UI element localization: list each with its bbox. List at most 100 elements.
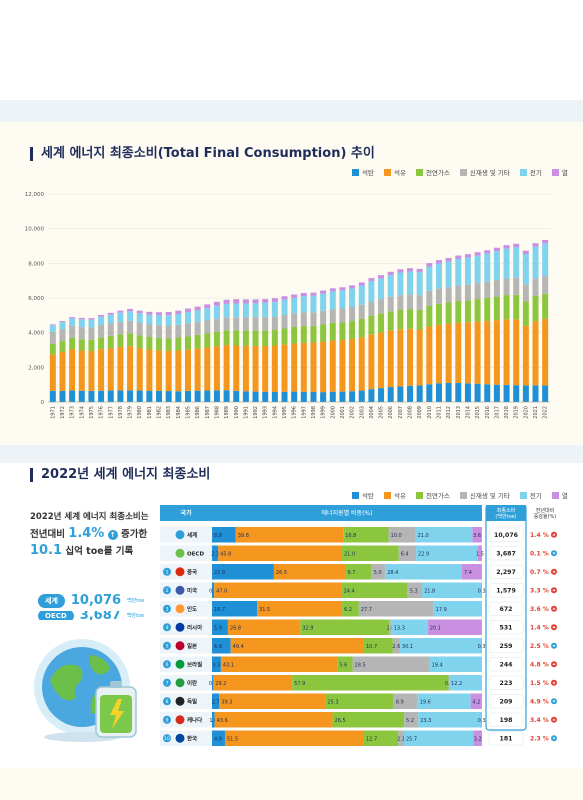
change-value: 0.1 % bbox=[530, 550, 549, 557]
share-label: 32.9 bbox=[302, 625, 313, 631]
share-segment bbox=[212, 656, 221, 672]
bar-segment bbox=[455, 255, 462, 259]
bar-segment bbox=[78, 319, 85, 327]
country-cell bbox=[160, 545, 212, 561]
total-cell bbox=[488, 583, 524, 598]
bar-segment bbox=[349, 307, 356, 322]
bar-segment bbox=[378, 275, 385, 279]
bar-segment bbox=[397, 295, 404, 310]
bar-segment bbox=[310, 342, 317, 392]
share-label: 45.8 bbox=[220, 551, 231, 557]
bar-segment bbox=[194, 306, 201, 311]
total-value: 181 bbox=[500, 735, 513, 742]
bar-segment bbox=[493, 384, 500, 402]
bar-segment bbox=[493, 251, 500, 281]
bar-segment bbox=[59, 351, 66, 391]
bar-segment bbox=[98, 390, 105, 402]
bar-segment bbox=[69, 318, 76, 326]
section-separator bbox=[0, 445, 583, 463]
x-tick-label: 1995 bbox=[282, 406, 288, 419]
x-tick-label: 2008 bbox=[408, 406, 414, 419]
bar-segment bbox=[349, 321, 356, 339]
bar-segment bbox=[300, 312, 307, 327]
share-segment bbox=[481, 638, 482, 654]
share-label: 21.0 bbox=[344, 551, 355, 557]
bar-segment bbox=[542, 293, 549, 319]
bar-segment bbox=[397, 272, 404, 296]
share-label: 3.3 bbox=[212, 662, 220, 668]
country-name: 이란 bbox=[187, 679, 197, 687]
share-label: 25.7 bbox=[406, 736, 417, 742]
bar-segment bbox=[503, 319, 510, 385]
bar-segment bbox=[445, 323, 452, 383]
legend-item: 전기 bbox=[519, 167, 542, 177]
world-unit: 백만toe bbox=[127, 598, 145, 604]
share-segment bbox=[462, 564, 482, 580]
share-segment bbox=[393, 693, 418, 709]
flag-icon bbox=[175, 530, 185, 540]
bar-segment bbox=[532, 385, 539, 402]
legend-label: 천연가스 bbox=[425, 492, 450, 500]
summary-line-1: 2022년 세계 에너지 최종소비는 bbox=[30, 512, 149, 522]
legend-label: 석탄 bbox=[362, 169, 374, 177]
total-cell bbox=[488, 657, 524, 672]
arrow-glyph bbox=[552, 681, 556, 684]
bar-segment bbox=[320, 392, 327, 402]
bar-segment bbox=[98, 316, 105, 326]
bar-segment bbox=[59, 341, 66, 352]
share-segment bbox=[227, 619, 301, 635]
flag-icon bbox=[175, 678, 185, 688]
bar-segment bbox=[445, 302, 452, 324]
country-cell bbox=[160, 619, 212, 635]
bar-segment bbox=[435, 260, 442, 264]
bar-segment bbox=[416, 385, 423, 402]
bar-segment bbox=[223, 330, 230, 346]
share-label: 21.0 bbox=[418, 533, 429, 539]
bar-segment bbox=[464, 284, 471, 301]
share-segment bbox=[473, 730, 482, 746]
country-name: 캐나다 bbox=[187, 716, 203, 724]
bar-segment bbox=[184, 336, 191, 350]
bar-segment bbox=[445, 257, 452, 262]
country-name: 일본 bbox=[187, 642, 197, 650]
bar-segment bbox=[233, 330, 240, 346]
legend-swatch bbox=[459, 168, 467, 176]
share-segment bbox=[358, 601, 434, 617]
legend-label: 열 bbox=[561, 169, 568, 177]
bar-segment bbox=[233, 390, 240, 402]
x-tick-label: 2018 bbox=[504, 406, 510, 419]
y-tick-label: 8,000 bbox=[28, 261, 44, 267]
bar-segment bbox=[127, 333, 134, 347]
oecd-pill: OECD bbox=[38, 611, 74, 620]
bar-segment bbox=[378, 313, 385, 333]
share-segment bbox=[416, 545, 478, 561]
world-pill: 세계 bbox=[38, 593, 65, 608]
bar-segment bbox=[464, 300, 471, 323]
share-label: 9.7 bbox=[348, 570, 356, 576]
bar-segment bbox=[358, 304, 365, 319]
total-cell bbox=[488, 546, 524, 561]
share-label: 27.7 bbox=[361, 607, 372, 613]
country-name: OECD bbox=[187, 551, 204, 557]
bar-segment bbox=[435, 383, 442, 402]
bar-segment bbox=[156, 325, 163, 338]
rank-number: 2 bbox=[166, 588, 169, 594]
share-label: 39.8 bbox=[238, 533, 249, 539]
bar-segment bbox=[474, 255, 481, 284]
share-segment bbox=[392, 638, 400, 654]
total-cell bbox=[488, 694, 524, 709]
bar-segment bbox=[59, 329, 66, 342]
legend-label: 석유 bbox=[393, 169, 406, 177]
bar-segment bbox=[300, 391, 307, 402]
bar-segment bbox=[493, 280, 500, 297]
share-segment bbox=[292, 675, 449, 691]
bar-segment bbox=[329, 322, 336, 341]
change-value: 1.4 % bbox=[530, 532, 549, 539]
header-change: 증감율(%) bbox=[534, 513, 557, 520]
rank-badge bbox=[163, 623, 171, 632]
share-segment bbox=[218, 545, 342, 561]
share-label: 0.3 bbox=[478, 718, 486, 724]
country-name: 미국 bbox=[187, 586, 197, 594]
bar-segment bbox=[455, 382, 462, 402]
total-cell bbox=[488, 601, 524, 616]
